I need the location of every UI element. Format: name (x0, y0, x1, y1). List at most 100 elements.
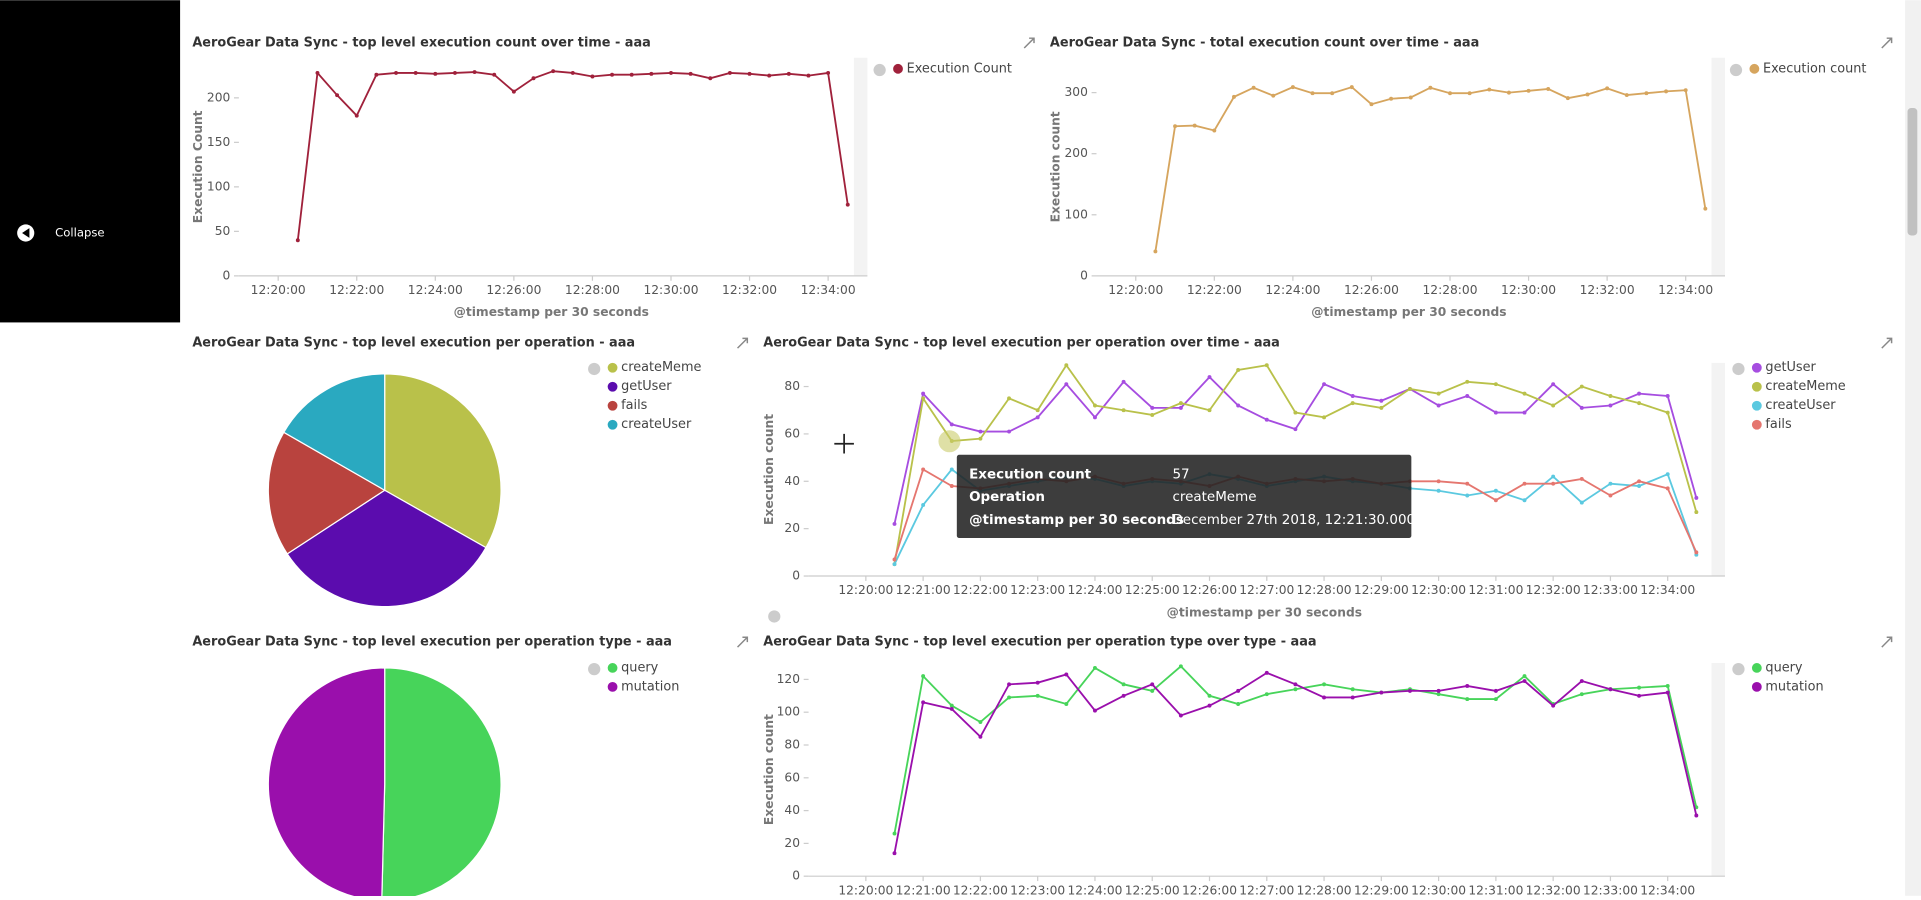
data-point (1683, 88, 1688, 93)
data-point (892, 521, 897, 526)
x-tick-label: 12:29:00 (1354, 583, 1409, 597)
expand-icon[interactable] (737, 636, 749, 648)
x-tick-label: 12:26:00 (1182, 883, 1237, 896)
data-point (747, 71, 752, 76)
data-point (1293, 427, 1298, 432)
data-point (1465, 379, 1470, 384)
x-tick-label: 12:20:00 (251, 283, 306, 297)
data-point (845, 202, 850, 207)
legend-label: createUser (621, 417, 692, 432)
expand-icon[interactable] (1881, 337, 1893, 349)
chart-title: AeroGear Data Sync - top level execution… (763, 635, 1316, 650)
data-point (1064, 382, 1069, 387)
collapse-label: Collapse (55, 225, 104, 239)
data-point (1236, 702, 1241, 706)
data-point (1092, 708, 1097, 713)
data-point (978, 734, 983, 739)
data-point (1579, 692, 1584, 697)
y-tick-label: 60 (784, 426, 800, 440)
x-tick-label: 12:20:00 (838, 883, 893, 896)
y-tick-label: 40 (784, 474, 800, 488)
legend-swatch (1749, 63, 1760, 74)
legend-label: createMeme (621, 360, 701, 375)
data-point (978, 720, 983, 725)
data-point (1436, 479, 1441, 484)
data-point (1236, 403, 1241, 408)
data-point (354, 113, 359, 118)
x-tick-label: 12:30:00 (1501, 283, 1556, 297)
data-point (892, 851, 897, 856)
collapse-legend-button[interactable] (768, 610, 781, 623)
y-tick-label: 0 (792, 569, 800, 583)
data-point (1007, 396, 1012, 401)
legend-label: query (1765, 660, 1803, 675)
data-point (1637, 685, 1642, 690)
data-point (1448, 91, 1452, 96)
series-line (893, 671, 1698, 854)
data-point (1465, 697, 1470, 702)
data-point (1264, 670, 1269, 675)
y-tick-label: 120 (777, 672, 800, 686)
collapse-button[interactable]: Collapse (17, 224, 105, 242)
sidebar (0, 0, 181, 323)
y-tick-label: 150 (207, 135, 230, 149)
data-point (1271, 93, 1276, 98)
legend-swatch (893, 63, 903, 74)
data-point (1150, 405, 1155, 410)
data-point (1465, 481, 1470, 486)
y-tick-label: 40 (784, 803, 800, 817)
data-point (1546, 86, 1551, 91)
data-point (1579, 405, 1584, 410)
data-point (1293, 410, 1298, 415)
legend-swatch (1751, 400, 1762, 411)
data-point (1236, 367, 1241, 372)
data-point (1369, 102, 1374, 107)
x-tick-label: 12:24:00 (408, 283, 463, 297)
expand-icon[interactable] (1023, 37, 1035, 49)
data-point (1064, 363, 1069, 368)
data-point (1493, 382, 1498, 387)
legend-toggle (1729, 63, 1743, 77)
legend-swatch (607, 381, 618, 392)
x-tick-label: 12:26:00 (1182, 583, 1237, 597)
x-tick-label: 12:28:00 (1297, 883, 1352, 896)
tooltip: Execution count 57 Operation createMeme @tim… (956, 454, 1415, 539)
tooltip-value: createMeme (1172, 489, 1256, 505)
data-point (413, 70, 418, 75)
data-point (826, 70, 831, 75)
legend-swatch (607, 681, 618, 692)
data-point (1664, 89, 1669, 94)
data-point (1350, 401, 1355, 406)
data-point (1665, 690, 1670, 695)
data-point (1007, 682, 1012, 687)
y-tick-label: 100 (1065, 207, 1088, 221)
scrollbar-thumb[interactable] (1907, 108, 1918, 236)
data-point (1522, 391, 1527, 396)
expand-icon[interactable] (1881, 37, 1893, 49)
pie-slice (267, 667, 386, 900)
legend-label: createUser (1765, 398, 1836, 413)
expand-icon[interactable] (1881, 636, 1893, 648)
legend-label: Execution Count (907, 61, 1012, 76)
data-point (1092, 403, 1097, 408)
data-point (1408, 688, 1412, 693)
x-tick-label: 12:32:00 (722, 283, 777, 297)
data-point (1173, 124, 1178, 129)
x-tick-label: 12:20:00 (1108, 283, 1163, 297)
data-point (1637, 693, 1642, 698)
data-point (551, 69, 556, 74)
data-point (1465, 493, 1470, 498)
data-point (892, 557, 897, 562)
legend-toggle (588, 362, 601, 376)
legend-label: getUser (1765, 360, 1816, 375)
chart-panel: AeroGear Data Sync - top level execution… (192, 336, 701, 608)
data-point (1694, 495, 1699, 500)
data-point (610, 72, 615, 77)
legend-label: createMeme (1765, 379, 1845, 394)
legend-toggle (1732, 362, 1745, 376)
pie-slice (267, 431, 386, 555)
data-point (1178, 664, 1183, 669)
collapse-arrow (22, 228, 30, 238)
expand-icon[interactable] (737, 337, 749, 349)
